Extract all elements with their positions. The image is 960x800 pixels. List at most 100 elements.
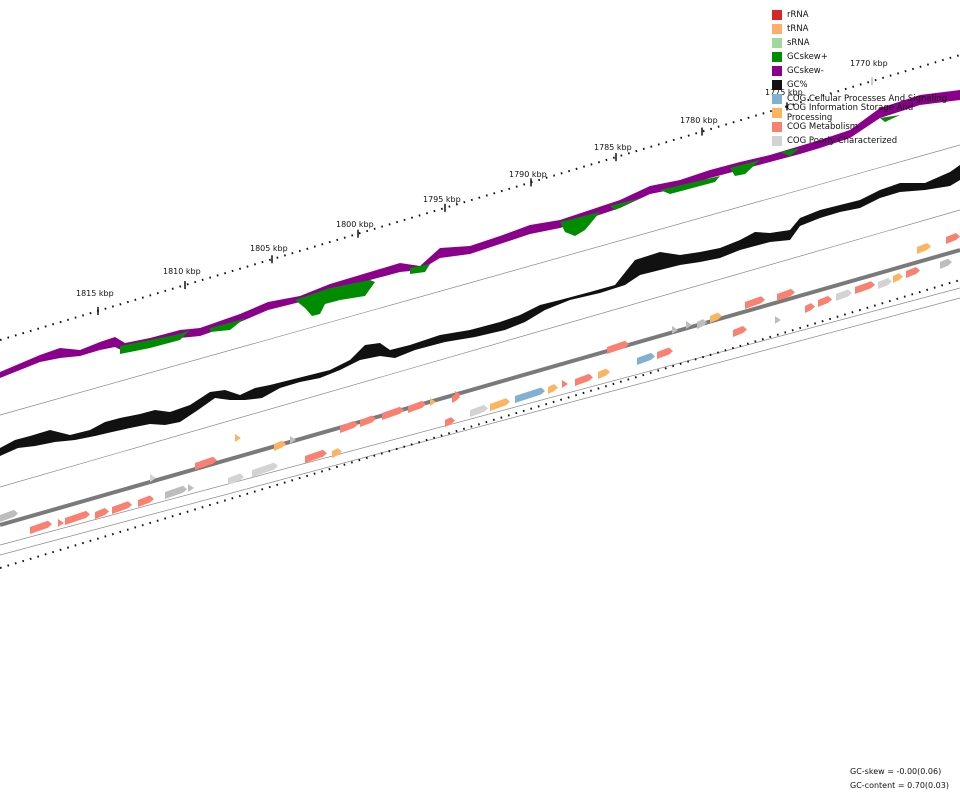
- tick-label: 1790 kbp: [509, 170, 547, 179]
- legend-label: COG Cellular Processes And Signaling: [787, 94, 948, 104]
- gene-arrow: [548, 384, 558, 394]
- legend-item: COG Poorly Characterized: [772, 134, 960, 148]
- backbone: [0, 248, 960, 527]
- legend: rRNA tRNA sRNA GCskew+ GCskew- GC% COG Cellula…: [772, 8, 960, 148]
- gc-skew-negative: [0, 90, 960, 378]
- gene-arrow: [195, 456, 217, 470]
- gene-arrow: [408, 400, 426, 413]
- legend-item: COG Information Storage And Processing: [772, 103, 960, 123]
- gene-marker: [672, 326, 678, 334]
- gene-arrow: [332, 448, 342, 458]
- legend-label: tRNA: [787, 24, 809, 34]
- legend-item: sRNA: [772, 36, 960, 50]
- gene-arrow: [252, 462, 278, 477]
- legend-item: GCskew-: [772, 64, 960, 78]
- gene-arrow: [855, 281, 875, 294]
- gene-marker: [58, 519, 64, 527]
- gene-arrow: [138, 495, 154, 507]
- gc-content-stat: GC-content = 0.70(0.03): [850, 781, 949, 790]
- legend-label: sRNA: [787, 38, 810, 48]
- legend-swatch: [772, 136, 782, 146]
- gene-arrow: [805, 303, 815, 313]
- gene-arrow: [745, 296, 765, 309]
- legend-swatch: [772, 66, 782, 76]
- legend-label: GC%: [787, 80, 808, 90]
- gc-skew-positive: [120, 115, 900, 354]
- gene-arrow: [733, 326, 747, 337]
- gene-arrow: [777, 288, 795, 301]
- gene-arrow: [305, 449, 327, 463]
- gene-arrow: [274, 440, 286, 451]
- tick-label: 1810 kbp: [163, 267, 201, 276]
- gene-arrow: [657, 347, 673, 359]
- gene-arrow: [906, 267, 920, 278]
- gene-arrow: [598, 368, 610, 379]
- tick-labels: 1770 kbp 1775 kbp 1780 kbp 1785 kbp 1790 kbp…: [76, 59, 888, 315]
- gene-marker: [235, 434, 241, 442]
- gc-skew-stat: GC-skew = -0.00(0.06): [850, 767, 942, 776]
- gene-arrow: [878, 278, 892, 289]
- gene-arrow: [946, 233, 960, 244]
- tick-label: 1785 kbp: [594, 143, 632, 152]
- gene-arrow: [165, 485, 187, 499]
- gene-arrow: [340, 420, 358, 433]
- gene-marker: [562, 380, 568, 388]
- legend-swatch: [772, 10, 782, 20]
- gene-arrow: [607, 340, 629, 354]
- tick-label: 1775 kbp: [765, 88, 803, 97]
- legend-swatch: [772, 108, 782, 118]
- legend-label: COG Metabolism: [787, 122, 859, 132]
- legend-label: GCskew+: [787, 52, 828, 62]
- tick-label: 1770 kbp: [850, 59, 888, 68]
- gc-content-track: [0, 165, 960, 456]
- legend-item: rRNA: [772, 8, 960, 22]
- legend-label: COG Poorly Characterized: [787, 136, 898, 146]
- gene-arrow: [697, 319, 707, 329]
- inner-ruler: [0, 279, 960, 569]
- legend-label: rRNA: [787, 10, 809, 20]
- legend-swatch: [772, 38, 782, 48]
- tick-label: 1815 kbp: [76, 289, 114, 298]
- gene-marker: [290, 436, 296, 444]
- gene-arrow: [228, 473, 244, 485]
- gene-arrow: [95, 508, 109, 519]
- gene-arrow: [65, 510, 90, 525]
- gene-arrow: [360, 415, 376, 427]
- gene-marker: [775, 316, 781, 324]
- gene-arrow: [112, 501, 132, 514]
- legend-item: tRNA: [772, 22, 960, 36]
- outer-ruler: [0, 54, 960, 341]
- gene-arrow: [710, 312, 722, 323]
- gene-marker: [150, 474, 156, 482]
- gene-arrow: [382, 406, 404, 420]
- legend-swatch: [772, 94, 782, 104]
- gene-marker: [430, 398, 436, 406]
- gene-features: [0, 233, 960, 534]
- legend-label: GCskew-: [787, 66, 824, 76]
- track-lines: [0, 144, 960, 556]
- gene-arrow: [470, 404, 488, 417]
- legend-item: COG Cellular Processes And Signaling: [772, 92, 960, 106]
- tick-label: 1780 kbp: [680, 116, 718, 125]
- gene-arrow: [940, 258, 952, 269]
- legend-item: GCskew+: [772, 50, 960, 64]
- gene-arrow: [637, 352, 655, 365]
- gene-arrow: [445, 417, 455, 427]
- tick-label: 1800 kbp: [336, 220, 374, 229]
- gene-marker: [686, 321, 692, 329]
- gene-arrow: [575, 373, 593, 386]
- legend-swatch: [772, 24, 782, 34]
- gene-arrow: [893, 273, 903, 283]
- tick-label: 1805 kbp: [250, 244, 288, 253]
- gene-arrow: [515, 387, 545, 403]
- gene-marker: [455, 391, 461, 399]
- legend-item: GC%: [772, 78, 960, 92]
- tick-label: 1795 kbp: [423, 195, 461, 204]
- legend-swatch: [772, 122, 782, 132]
- gene-arrow: [30, 520, 52, 534]
- legend-swatch: [772, 80, 782, 90]
- gene-arrow: [917, 243, 931, 254]
- gene-arrow: [818, 296, 832, 307]
- gc-skew-track: [0, 90, 960, 378]
